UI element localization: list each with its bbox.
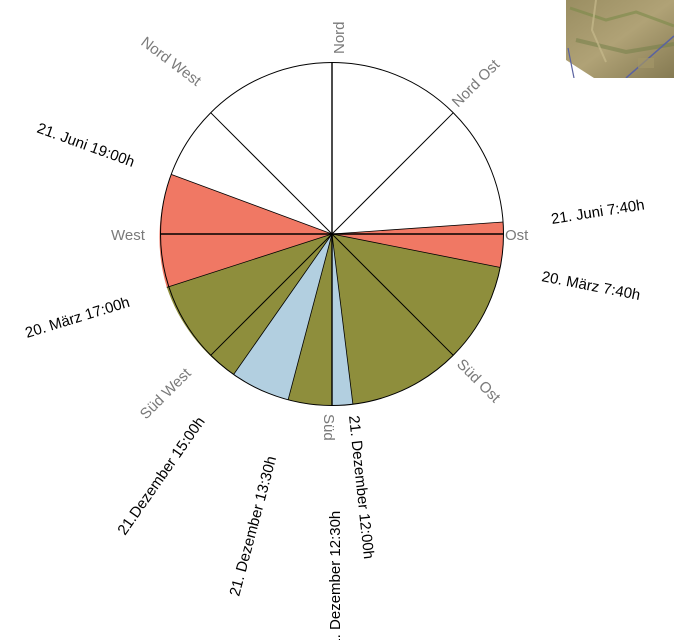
label-east: Ost	[505, 227, 529, 244]
label-north-east: Nord Ost	[449, 56, 504, 111]
ray-equinox-sunrise	[331, 233, 501, 268]
winter-1330-sector	[233, 234, 332, 400]
label-west: West	[111, 227, 146, 244]
ray-winter-1500	[233, 233, 333, 375]
ray-summer-sunrise	[331, 221, 504, 235]
summer-evening-sector	[159, 174, 332, 288]
label-summer-sunrise: 21. Juni 7:40h	[550, 196, 646, 228]
label-winter-1500: 21.Dezember 15:00h	[114, 414, 208, 539]
label-north: Nord	[331, 21, 348, 54]
equinox-evening-sector	[166, 234, 332, 375]
aerial-photo-thumbnail	[566, 0, 674, 78]
label-summer-sunset: 21. Juni 19:00h	[35, 120, 137, 171]
ray-winter-1200	[331, 233, 354, 405]
ray-equinox-sunset	[166, 233, 333, 288]
ray-summer-sunset	[171, 174, 333, 235]
label-equinox-sunset: 20. März 17:00h	[23, 294, 132, 342]
label-winter-1330: 21. Dezember 13:30h	[226, 454, 280, 598]
label-equinox-sunrise: 20. März 7:40h	[540, 268, 641, 304]
label-south-west: Süd West	[137, 364, 195, 422]
label-north-west: Nord West	[138, 34, 205, 91]
label-winter-1200: 21. Dezember 12:00h	[345, 415, 377, 560]
label-south: Süd	[320, 414, 337, 441]
ray-winter-1330	[287, 233, 333, 400]
label-south-east: Süd Ost	[453, 356, 504, 407]
label-winter-1230: 21. Dezember 12:30h	[327, 511, 344, 640]
